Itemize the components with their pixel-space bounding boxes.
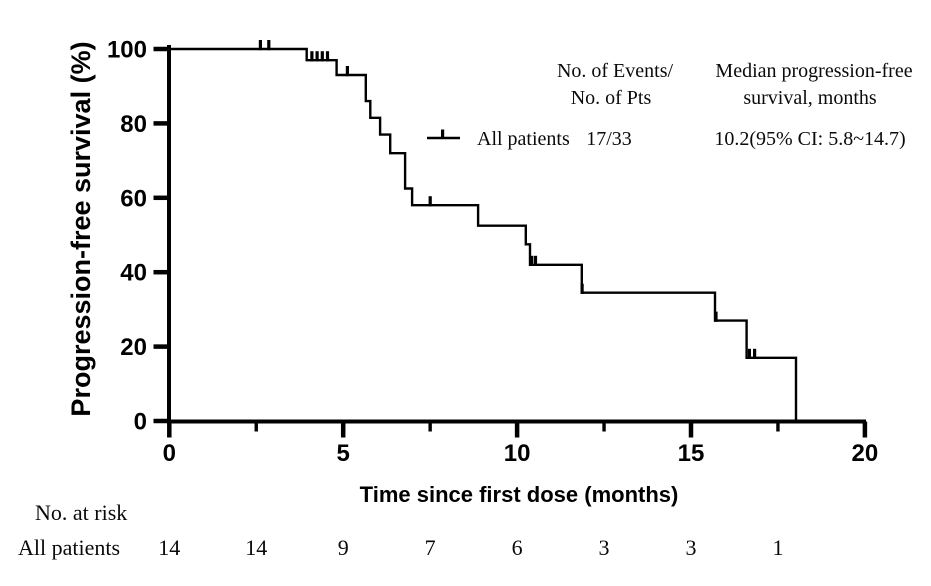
censor-tick (747, 348, 751, 359)
legend-events-header-line2: No. of Pts (571, 87, 652, 109)
legend-key-icon (427, 129, 460, 140)
legend-median-value: 10.2(95% CI: 5.8~14.7) (714, 128, 905, 150)
y-tick-label: 0 (134, 409, 147, 436)
legend-events-header-line1: No. of Events/ (557, 60, 674, 82)
censor-tick (315, 51, 319, 62)
censor-tick (428, 196, 432, 207)
risk-table-values: 14 14 9 7 6 3 3 1 (158, 535, 783, 560)
risk-table-title: No. at risk (35, 500, 127, 525)
x-tick-label: 5 (337, 440, 350, 467)
censor-tick (325, 51, 330, 62)
censor-tick (320, 51, 324, 62)
y-tick-label: 100 (107, 37, 147, 64)
y-tick-label: 40 (120, 260, 147, 287)
censor-marks (258, 40, 757, 359)
risk-value: 6 (512, 535, 523, 560)
survival-curve-layer (169, 47, 798, 421)
risk-value: 1 (772, 535, 783, 560)
censor-tick (267, 40, 271, 51)
censor-tick (533, 255, 538, 266)
censor-tick (580, 283, 584, 294)
y-axis-title: Progression-free survival (%) (66, 41, 96, 416)
survival-curve (169, 47, 798, 421)
censor-tick (258, 40, 262, 51)
risk-value: 9 (338, 535, 349, 560)
x-axis-title: Time since first dose (months) (360, 482, 679, 507)
legend-events-value: 17/33 (586, 128, 632, 150)
y-tick-label: 60 (120, 185, 147, 212)
risk-value: 3 (686, 535, 697, 560)
y-tick-label: 80 (120, 111, 147, 138)
risk-value: 14 (245, 535, 267, 560)
legend-median-header-line1: Median progression-free (715, 60, 912, 82)
legend-median-header-line2: survival, months (743, 87, 877, 109)
censor-tick (753, 348, 757, 359)
axes: 0 5 10 15 20 0 20 40 60 80 100 (107, 37, 878, 468)
legend-series-label: All patients (477, 128, 570, 150)
censor-tick (310, 51, 314, 62)
y-tick-label: 20 (120, 334, 147, 361)
risk-value: 14 (158, 535, 180, 560)
x-tick-label: 20 (852, 440, 879, 467)
x-tick-label: 10 (504, 440, 531, 467)
x-tick-label: 0 (163, 440, 176, 467)
censor-tick (714, 311, 718, 322)
censor-tick (345, 66, 349, 77)
risk-value: 7 (425, 535, 436, 560)
risk-value: 3 (599, 535, 610, 560)
x-tick-label: 15 (678, 440, 705, 467)
risk-row-label: All patients (18, 535, 120, 560)
censor-tick (530, 255, 534, 266)
